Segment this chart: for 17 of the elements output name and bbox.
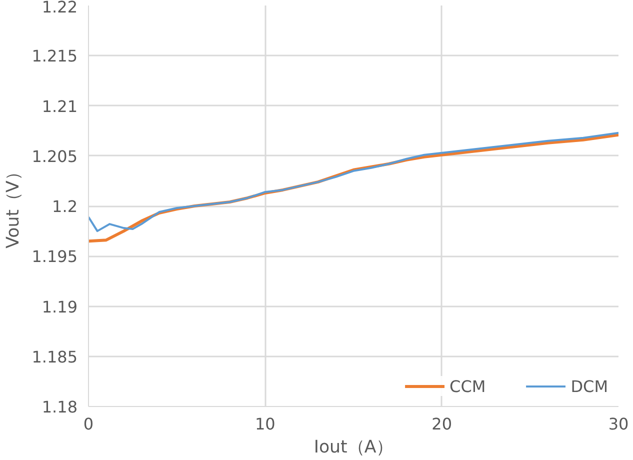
y-tick-label: 1.205 [32, 146, 78, 166]
y-tick-label: 1.22 [42, 0, 78, 16]
y-tick-label: 1.2 [52, 197, 78, 216]
y-tick-label: 1.215 [32, 46, 78, 66]
y-tick-label: 1.185 [32, 347, 78, 366]
x-tick-label: 20 [432, 414, 452, 434]
x-tick-label: 30 [608, 414, 629, 434]
y-tick-label: 1.18 [42, 398, 78, 416]
y-axis-title: Vout（V） [4, 164, 24, 248]
legend-label: DCM [570, 376, 608, 396]
legend-label: CCM [450, 376, 486, 396]
x-tick-label: 10 [254, 414, 276, 434]
y-tick-label: 1.21 [42, 96, 78, 116]
y-tick-label: 1.195 [32, 247, 78, 266]
x-axis-title: Iout（A） [314, 438, 394, 458]
x-tick-label: 0 [83, 414, 94, 434]
y-tick-label: 1.19 [42, 297, 78, 316]
